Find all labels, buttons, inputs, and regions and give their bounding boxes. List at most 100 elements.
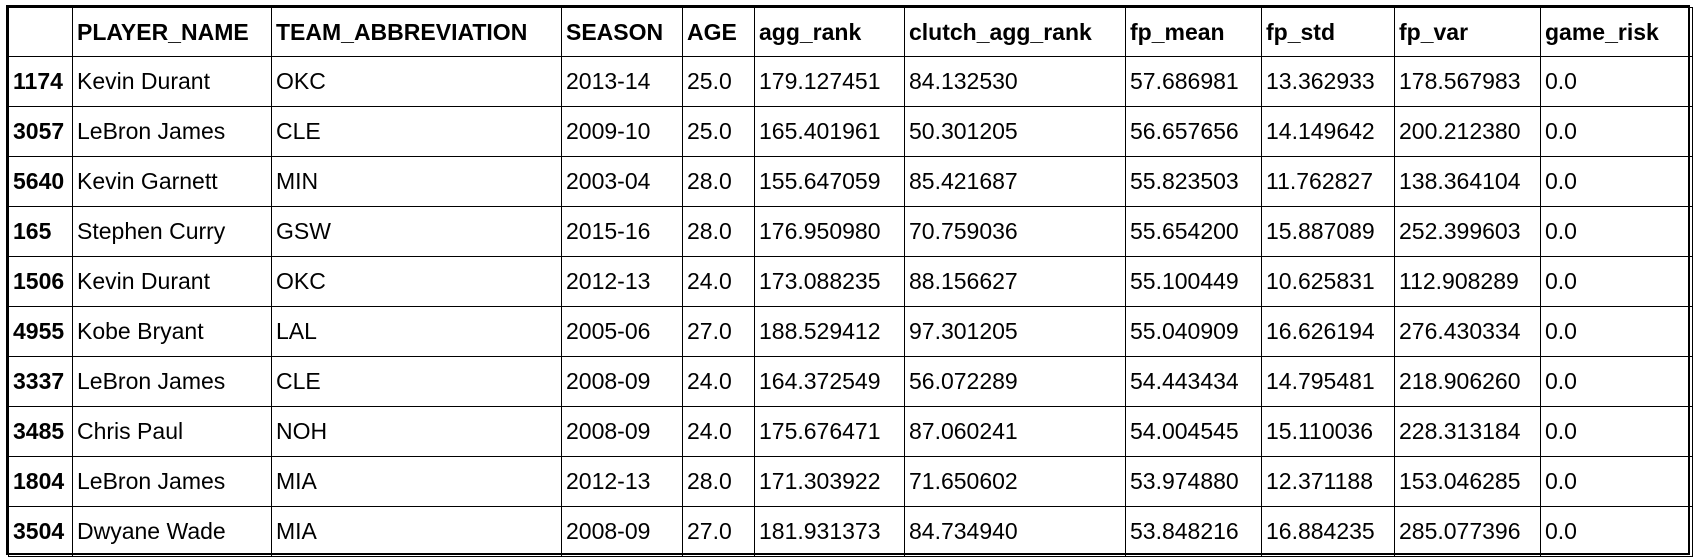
table-cell: MIN <box>271 156 562 207</box>
table-cell: Kevin Garnett <box>72 156 272 207</box>
table-cell: 0.0 <box>1540 106 1693 157</box>
table-cell: 84.132530 <box>904 56 1126 107</box>
table-cell: 84.734940 <box>904 506 1126 557</box>
table-cell: 24.0 <box>682 406 755 457</box>
table-cell: 164.372549 <box>754 356 905 407</box>
table-cell: 0.0 <box>1540 406 1693 457</box>
dataframe-container: PLAYER_NAME TEAM_ABBREVIATION SEASON AGE agg… <box>6 5 1693 557</box>
table-cell: 228.313184 <box>1394 406 1541 457</box>
table-cell: 12.371188 <box>1261 456 1395 507</box>
table-cell: 11.762827 <box>1261 156 1395 207</box>
table-cell: 112.908289 <box>1394 256 1541 307</box>
table-cell: LeBron James <box>72 456 272 507</box>
table-cell: OKC <box>271 56 562 107</box>
table-cell: 55.040909 <box>1125 306 1262 357</box>
table-cell: 0.0 <box>1540 56 1693 107</box>
table-cell: CLE <box>271 356 562 407</box>
table-cell: 178.567983 <box>1394 56 1541 107</box>
table-cell: 173.088235 <box>754 256 905 307</box>
table-row: 3057 LeBron James CLE 2009-10 25.0 165.401961… <box>8 106 1693 157</box>
table-cell: 276.430334 <box>1394 306 1541 357</box>
table-cell: 16.626194 <box>1261 306 1395 357</box>
table-cell: 0.0 <box>1540 506 1693 557</box>
dataframe-table: PLAYER_NAME TEAM_ABBREVIATION SEASON AGE agg… <box>8 7 1693 557</box>
table-cell: 285.077396 <box>1394 506 1541 557</box>
table-cell: 28.0 <box>682 456 755 507</box>
table-row: 3485 Chris Paul NOH 2008-09 24.0 175.676471 87… <box>8 406 1693 457</box>
column-header: agg_rank <box>754 7 905 57</box>
table-cell: 200.212380 <box>1394 106 1541 157</box>
row-index: 1174 <box>8 56 73 107</box>
table-cell: 97.301205 <box>904 306 1126 357</box>
table-cell: 2008-09 <box>561 406 683 457</box>
table-cell: Chris Paul <box>72 406 272 457</box>
row-index: 3337 <box>8 356 73 407</box>
table-cell: 13.362933 <box>1261 56 1395 107</box>
table-cell: Stephen Curry <box>72 206 272 257</box>
table-cell: 71.650602 <box>904 456 1126 507</box>
table-row: 5640 Kevin Garnett MIN 2003-04 28.0 155.64705… <box>8 156 1693 207</box>
table-cell: 2013-14 <box>561 56 683 107</box>
table-cell: 50.301205 <box>904 106 1126 157</box>
table-cell: OKC <box>271 256 562 307</box>
table-cell: MIA <box>271 506 562 557</box>
table-cell: Kevin Durant <box>72 256 272 307</box>
table-cell: LeBron James <box>72 356 272 407</box>
row-index: 4955 <box>8 306 73 357</box>
table-cell: Kobe Bryant <box>72 306 272 357</box>
column-header: fp_std <box>1261 7 1395 57</box>
table-cell: 15.110036 <box>1261 406 1395 457</box>
table-cell: 24.0 <box>682 356 755 407</box>
table-cell: 2012-13 <box>561 456 683 507</box>
table-cell: 85.421687 <box>904 156 1126 207</box>
index-header <box>8 7 73 57</box>
table-row: 4955 Kobe Bryant LAL 2005-06 27.0 188.529412 9… <box>8 306 1693 357</box>
table-cell: 87.060241 <box>904 406 1126 457</box>
row-index: 5640 <box>8 156 73 207</box>
table-cell: 2012-13 <box>561 256 683 307</box>
table-row: 1506 Kevin Durant OKC 2012-13 24.0 173.088235… <box>8 256 1693 307</box>
table-cell: 0.0 <box>1540 306 1693 357</box>
table-row: 1174 Kevin Durant OKC 2013-14 25.0 179.127451… <box>8 56 1693 107</box>
table-cell: 218.906260 <box>1394 356 1541 407</box>
table-cell: NOH <box>271 406 562 457</box>
table-cell: 70.759036 <box>904 206 1126 257</box>
row-index: 165 <box>8 206 73 257</box>
table-cell: GSW <box>271 206 562 257</box>
table-header: PLAYER_NAME TEAM_ABBREVIATION SEASON AGE agg… <box>8 7 1693 57</box>
table-cell: 16.884235 <box>1261 506 1395 557</box>
table-row: 3337 LeBron James CLE 2008-09 24.0 164.372549… <box>8 356 1693 407</box>
table-cell: 10.625831 <box>1261 256 1395 307</box>
table-cell: 54.443434 <box>1125 356 1262 407</box>
table-cell: 176.950980 <box>754 206 905 257</box>
table-cell: 28.0 <box>682 206 755 257</box>
table-cell: 153.046285 <box>1394 456 1541 507</box>
table-cell: 181.931373 <box>754 506 905 557</box>
table-cell: 2015-16 <box>561 206 683 257</box>
row-index: 1506 <box>8 256 73 307</box>
table-cell: 2003-04 <box>561 156 683 207</box>
table-cell: 27.0 <box>682 506 755 557</box>
table-cell: 252.399603 <box>1394 206 1541 257</box>
table-cell: CLE <box>271 106 562 157</box>
table-cell: 53.974880 <box>1125 456 1262 507</box>
table-cell: 2008-09 <box>561 506 683 557</box>
row-index: 3057 <box>8 106 73 157</box>
table-body: 1174 Kevin Durant OKC 2013-14 25.0 179.127451… <box>8 56 1693 557</box>
table-cell: 24.0 <box>682 256 755 307</box>
table-cell: 171.303922 <box>754 456 905 507</box>
table-cell: Dwyane Wade <box>72 506 272 557</box>
table-cell: 165.401961 <box>754 106 905 157</box>
row-index: 1804 <box>8 456 73 507</box>
table-cell: 88.156627 <box>904 256 1126 307</box>
column-header: game_risk <box>1540 7 1693 57</box>
table-cell: LAL <box>271 306 562 357</box>
table-cell: 54.004545 <box>1125 406 1262 457</box>
table-cell: 155.647059 <box>754 156 905 207</box>
table-cell: MIA <box>271 456 562 507</box>
column-header: fp_var <box>1394 7 1541 57</box>
table-cell: 15.887089 <box>1261 206 1395 257</box>
table-cell: 28.0 <box>682 156 755 207</box>
table-cell: 2005-06 <box>561 306 683 357</box>
column-header: TEAM_ABBREVIATION <box>271 7 562 57</box>
